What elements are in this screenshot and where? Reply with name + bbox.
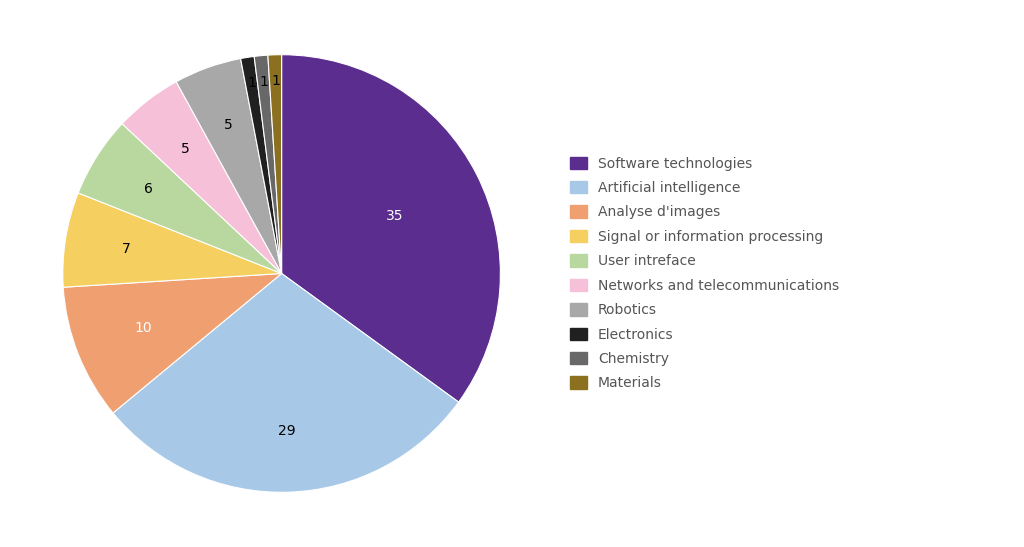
Text: 1: 1 <box>271 74 280 88</box>
Wedge shape <box>176 59 282 274</box>
Text: 5: 5 <box>180 142 189 156</box>
Wedge shape <box>282 55 501 402</box>
Text: 1: 1 <box>259 75 268 89</box>
Text: 29: 29 <box>278 424 295 438</box>
Text: 6: 6 <box>144 182 153 196</box>
Wedge shape <box>254 55 282 274</box>
Wedge shape <box>122 82 282 274</box>
Wedge shape <box>241 56 282 274</box>
Text: 1: 1 <box>247 77 256 90</box>
Text: 10: 10 <box>134 321 153 335</box>
Wedge shape <box>62 193 282 287</box>
Text: 5: 5 <box>224 118 232 132</box>
Wedge shape <box>113 274 459 492</box>
Text: 7: 7 <box>122 242 130 256</box>
Text: 35: 35 <box>386 209 403 223</box>
Legend: Software technologies, Artificial intelligence, Analyse d'images, Signal or info: Software technologies, Artificial intell… <box>570 156 839 391</box>
Wedge shape <box>268 55 282 274</box>
Wedge shape <box>63 274 282 413</box>
Wedge shape <box>78 124 282 274</box>
